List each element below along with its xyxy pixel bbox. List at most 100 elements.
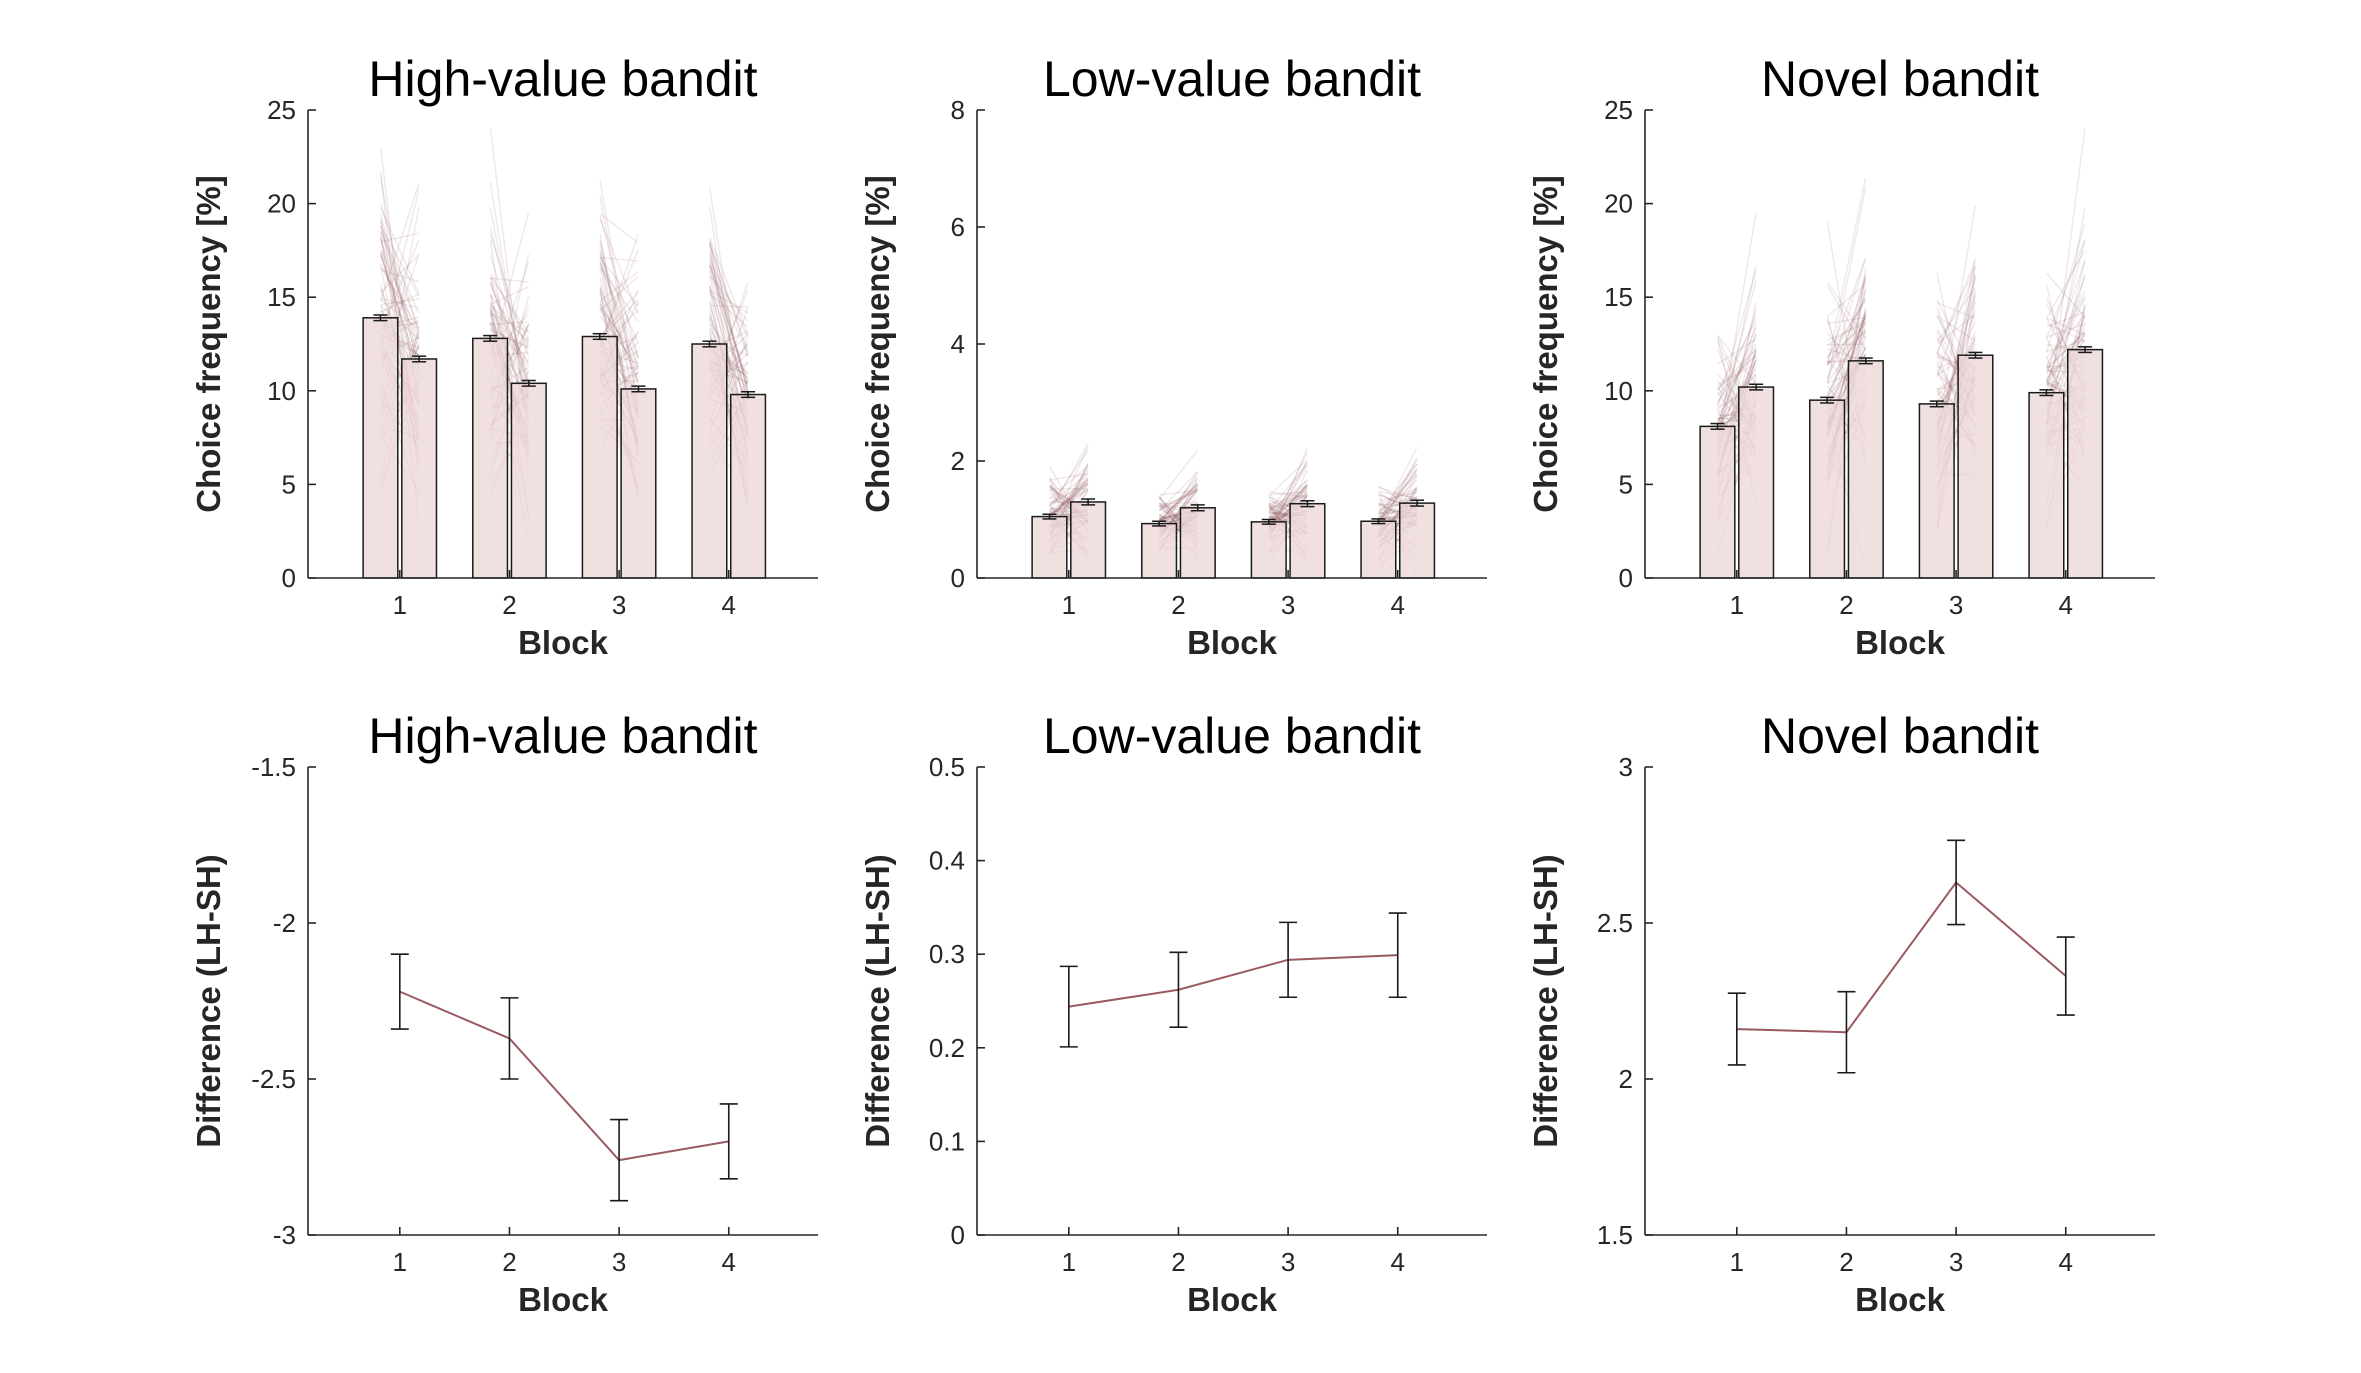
participant-line xyxy=(1717,324,1757,432)
participant-line xyxy=(2046,339,2086,353)
participant-line xyxy=(1268,483,1308,512)
participant-line xyxy=(380,230,420,314)
participant-line xyxy=(1049,488,1089,516)
participant-line xyxy=(1268,484,1308,523)
participant-line xyxy=(1827,343,1866,346)
participant-line xyxy=(1826,300,1867,358)
y-tick-label: 1.5 xyxy=(1597,1220,1633,1250)
participant-line xyxy=(709,285,749,397)
participant-line xyxy=(1717,361,1757,431)
panel-4: High-value bandit Difference (LH-SH) Block… xyxy=(190,708,818,1318)
participant-line xyxy=(489,254,530,382)
chart-title: Low-value bandit xyxy=(1043,51,1421,107)
x-tick-label: 3 xyxy=(1281,590,1295,620)
y-tick-label: 5 xyxy=(1619,469,1633,499)
participant-line xyxy=(708,239,749,394)
x-tick-label: 4 xyxy=(722,590,736,620)
participant-line xyxy=(1268,452,1308,531)
participant-line xyxy=(709,259,749,392)
chart-title: Novel bandit xyxy=(1761,708,2039,764)
participant-line xyxy=(709,275,749,322)
participant-line xyxy=(1049,489,1089,517)
participant-line xyxy=(2045,239,2086,392)
x-axis-label: Block xyxy=(1855,624,1946,661)
participant-line xyxy=(2046,276,2086,383)
participant-line xyxy=(1049,449,1089,508)
bar-block3-series1 xyxy=(581,335,618,579)
chart-title: High-value bandit xyxy=(368,51,757,107)
participant-line xyxy=(709,244,749,354)
participant-line xyxy=(1717,355,1757,396)
participant-line xyxy=(1936,287,1976,343)
participant-line xyxy=(1158,478,1199,524)
y-tick-label: 0.5 xyxy=(929,752,965,782)
participant-line xyxy=(599,257,639,307)
participant-line xyxy=(1268,479,1308,522)
participant-line xyxy=(1936,302,1976,319)
participant-line xyxy=(1268,463,1308,511)
participant-line xyxy=(489,322,530,389)
participant-line xyxy=(1936,337,1976,416)
participant-line xyxy=(1717,348,1757,389)
x-tick-label: 1 xyxy=(1062,590,1076,620)
participant-line xyxy=(1158,483,1199,523)
participant-line xyxy=(2046,322,2086,342)
participant-line xyxy=(1826,277,1867,404)
x-tick-label: 2 xyxy=(1839,590,1853,620)
participant-line xyxy=(2046,249,2086,319)
participant-line xyxy=(2046,295,2086,369)
participant-line xyxy=(1378,491,1417,502)
participant-line xyxy=(1049,479,1089,507)
participant-line xyxy=(709,327,749,400)
participant-line xyxy=(1049,482,1089,517)
participant-line xyxy=(1826,318,1866,346)
y-axis-label: Choice frequency [%] xyxy=(1527,175,1564,512)
participant-line xyxy=(2046,332,2086,369)
participant-line xyxy=(1826,259,1867,382)
participant-line xyxy=(2046,330,2086,370)
participant-line xyxy=(380,220,420,369)
participant-line xyxy=(599,306,639,359)
participant-line xyxy=(489,281,530,398)
y-tick-label: 5 xyxy=(282,469,296,499)
y-tick-label: -2.5 xyxy=(251,1064,296,1094)
participant-line xyxy=(1268,486,1308,518)
participant-line xyxy=(1827,322,1866,342)
bar-block2-series2 xyxy=(1847,360,1884,579)
participant-line xyxy=(380,203,420,334)
series-line xyxy=(1736,880,2067,1034)
panel-1: High-value bandit Choice frequency [%] Blo… xyxy=(190,51,818,661)
participant-line xyxy=(1049,465,1089,500)
participant-line xyxy=(489,273,530,340)
bar-block1-series2 xyxy=(401,358,438,579)
participant-line xyxy=(1717,315,1757,407)
participant-line xyxy=(1049,473,1089,505)
participant-line xyxy=(599,261,639,358)
participant-line xyxy=(489,276,530,383)
bar-block2-series2 xyxy=(1179,507,1216,579)
panel-6: Novel bandit Difference (LH-SH) Block 1.5 2 2… xyxy=(1527,708,2155,1318)
y-tick-label: 3 xyxy=(1619,752,1633,782)
bar-block3-series2 xyxy=(1289,502,1326,579)
participant-line xyxy=(1826,297,1867,379)
participant-line xyxy=(599,309,639,371)
participant-line xyxy=(1826,321,1867,395)
participant-line xyxy=(1378,459,1418,522)
y-tick-label: 25 xyxy=(267,95,296,125)
bar-block4-series1 xyxy=(691,343,728,579)
participant-line xyxy=(1378,446,1418,524)
participant-line xyxy=(380,297,420,309)
participant-line xyxy=(489,284,530,375)
participant-line xyxy=(380,263,420,340)
participant-line xyxy=(1268,493,1308,505)
participant-line xyxy=(1378,463,1418,515)
participant-line xyxy=(1268,480,1308,512)
y-tick-label: -3 xyxy=(273,1220,296,1250)
participant-line xyxy=(380,252,420,371)
participant-line xyxy=(2046,224,2086,353)
participant-line xyxy=(489,303,530,364)
participant-line xyxy=(599,195,639,409)
participant-line xyxy=(489,276,530,333)
participant-line xyxy=(1049,483,1089,518)
participant-line xyxy=(599,233,639,348)
